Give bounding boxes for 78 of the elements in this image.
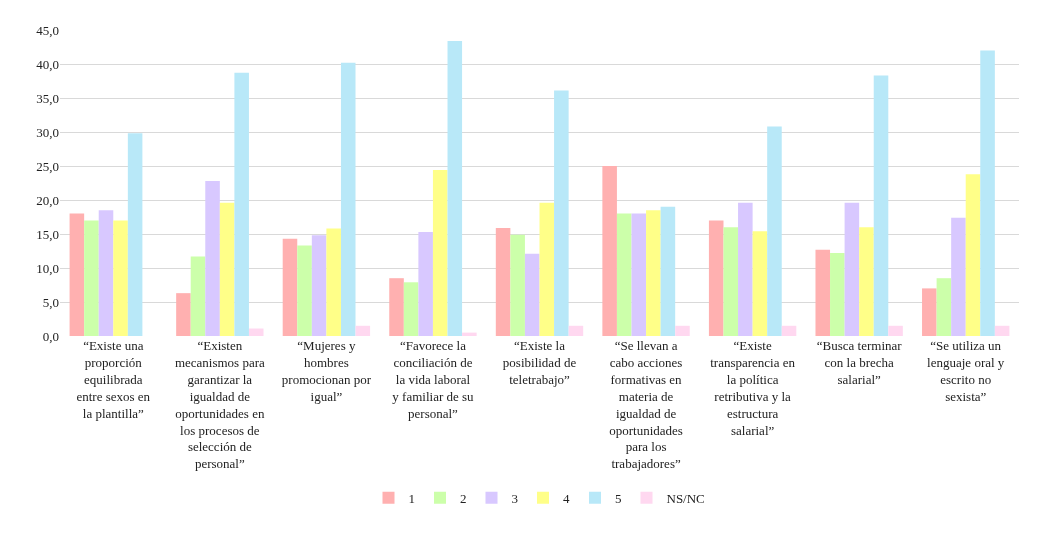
- bar: [646, 210, 661, 336]
- bar: [234, 72, 249, 336]
- bar: [113, 220, 128, 336]
- y-tick-label: 15,0: [36, 226, 59, 242]
- bar: [922, 288, 937, 336]
- bar: [326, 228, 341, 336]
- y-tick-label: 30,0: [36, 124, 59, 140]
- bar: [98, 210, 114, 336]
- bar: [965, 174, 981, 336]
- x-tick-label: “Existe una proporción equilibrada entre sexos en la plantilla”: [76, 338, 151, 421]
- y-tick-label: 25,0: [36, 158, 59, 174]
- bar: [752, 231, 768, 336]
- bar: [510, 234, 525, 336]
- legend-label: 3: [511, 490, 518, 506]
- bar: [418, 231, 433, 336]
- legend-label: 4: [563, 490, 570, 506]
- bar: [403, 282, 419, 336]
- bar: [389, 278, 404, 336]
- bar: [873, 75, 889, 336]
- bar: [675, 325, 690, 336]
- bar: [708, 220, 724, 336]
- x-tick-label: “Mujeres y hombres promocionan por igual”: [281, 338, 372, 404]
- bar: [815, 249, 831, 336]
- y-tick-label: 5,0: [42, 294, 59, 310]
- bar: [602, 166, 617, 336]
- bar: [994, 325, 1010, 336]
- bar: [176, 293, 191, 336]
- legend-label: 1: [408, 490, 415, 506]
- bar: [859, 227, 874, 336]
- x-tick-label: “Se utiliza un lenguaje oral y escrito no sexista”: [927, 338, 1005, 404]
- bar: [844, 202, 860, 336]
- bar: [660, 206, 676, 336]
- x-tick-label: “Busca terminar con la brecha salarial”: [816, 338, 903, 387]
- bar: [936, 278, 952, 336]
- y-tick-label: 20,0: [36, 192, 59, 208]
- x-tick-label: “Existen mecanismos para garantizar la igualdad de oportunidades en los procesos de selección de personal”: [174, 338, 265, 472]
- bar: [219, 202, 235, 336]
- x-tick-label: “Existe transparencia en la política retributiva y la estructura salarial”: [710, 338, 796, 438]
- bar: [84, 220, 99, 336]
- bar: [767, 126, 782, 336]
- bar: [340, 62, 356, 336]
- legend-label: NS/NC: [666, 490, 705, 506]
- bar: [781, 325, 797, 336]
- bar: [248, 328, 264, 336]
- bar: [888, 325, 903, 336]
- bar: [297, 245, 312, 336]
- bar: [462, 332, 477, 336]
- bar: [355, 325, 371, 336]
- bar: [282, 238, 298, 336]
- y-tick-label: 40,0: [36, 56, 59, 72]
- bar: [554, 90, 569, 336]
- bar: [723, 227, 739, 336]
- bar: [631, 213, 647, 336]
- legend-label: 5: [615, 490, 622, 506]
- bar: [190, 256, 206, 336]
- y-tick-label: 10,0: [36, 260, 59, 276]
- x-tick-label: “Se llevan a cabo acciones formativas en materia de igualdad de oportunidades para los trabajadores”: [609, 338, 683, 472]
- y-tick-label: 35,0: [36, 90, 59, 106]
- bar: [127, 133, 143, 336]
- legend-label: 2: [460, 490, 467, 506]
- bar: [205, 180, 220, 336]
- bar: [524, 253, 540, 336]
- x-tick-label: “Existe la posibilidad de teletrabajo”: [502, 338, 577, 387]
- bar: [432, 170, 448, 336]
- bar: [951, 217, 966, 336]
- bar: [830, 253, 845, 336]
- bar: [69, 213, 85, 336]
- bar: [495, 227, 511, 336]
- bar: [738, 202, 753, 336]
- bar: [568, 325, 584, 336]
- bar: [616, 213, 632, 336]
- bar: [447, 40, 463, 336]
- bar: [539, 202, 555, 336]
- y-tick-label: 45,0: [36, 22, 59, 38]
- y-tick-label: 0,0: [42, 328, 59, 344]
- bar: [311, 235, 327, 336]
- bar: [980, 50, 995, 336]
- x-tick-label: “Favorece la conciliación de la vida laboral y familiar de su personal”: [392, 338, 475, 421]
